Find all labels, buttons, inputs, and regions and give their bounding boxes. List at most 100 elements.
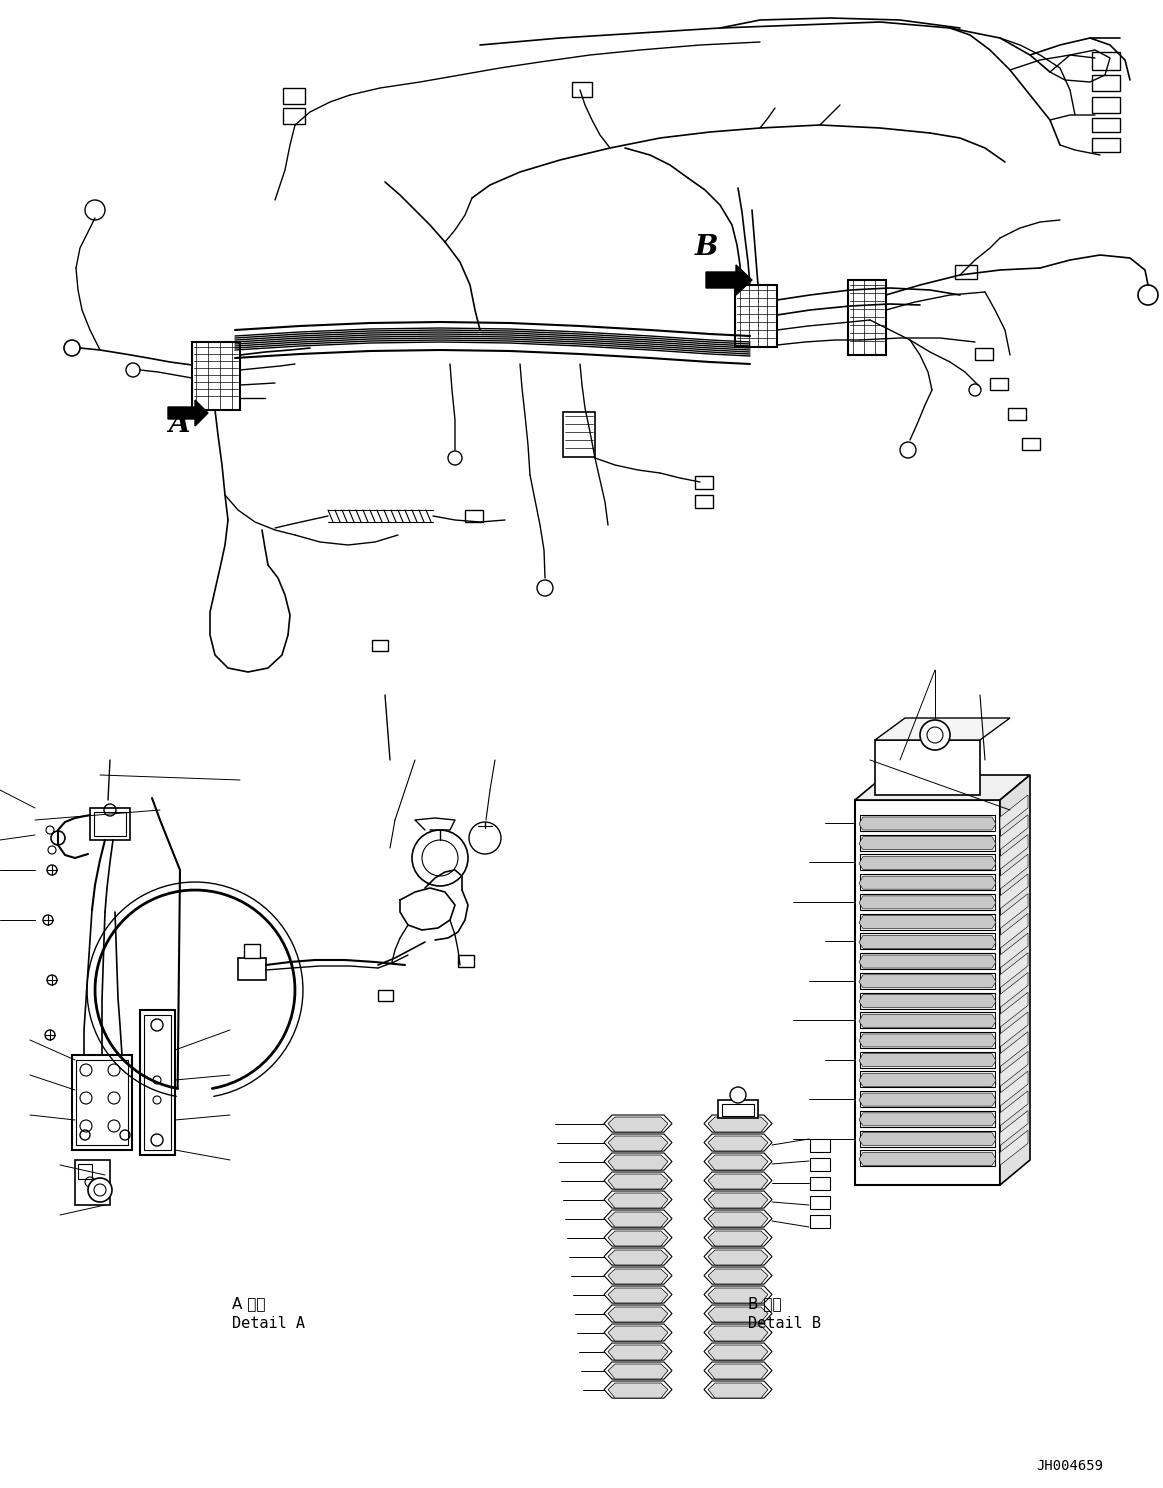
Bar [90, 808, 130, 841]
Polygon shape [1000, 854, 1028, 890]
Polygon shape [608, 1289, 668, 1303]
Bar [975, 348, 993, 360]
Text: JH004659: JH004659 [1036, 1460, 1104, 1473]
Polygon shape [859, 994, 996, 1007]
Bar [809, 1138, 830, 1152]
Polygon shape [608, 1382, 668, 1399]
Bar [572, 82, 592, 97]
Bar [859, 933, 996, 949]
Circle shape [88, 1178, 112, 1202]
Polygon shape [708, 1326, 768, 1341]
Polygon shape [859, 936, 996, 948]
Bar [859, 1033, 996, 1048]
Bar [192, 342, 240, 411]
Polygon shape [875, 719, 1009, 740]
Bar [563, 412, 595, 457]
Text: B 詳細: B 詳細 [748, 1296, 782, 1311]
Bar [990, 378, 1008, 390]
Bar [1008, 408, 1026, 420]
Polygon shape [608, 1326, 668, 1341]
Polygon shape [859, 1094, 996, 1106]
Polygon shape [1000, 1091, 1028, 1126]
Polygon shape [1000, 1071, 1028, 1106]
Polygon shape [859, 817, 996, 830]
Bar [1022, 437, 1040, 449]
Polygon shape [1000, 775, 1030, 1184]
Text: A: A [167, 411, 190, 437]
Bar [859, 992, 996, 1009]
Text: Detail A: Detail A [231, 1315, 305, 1330]
Polygon shape [608, 1135, 668, 1152]
Polygon shape [859, 1132, 996, 1146]
Bar [94, 812, 126, 836]
Polygon shape [1000, 1131, 1028, 1165]
Polygon shape [708, 1135, 768, 1152]
Polygon shape [708, 1364, 768, 1379]
Polygon shape [608, 1306, 668, 1321]
Bar [859, 873, 996, 890]
Polygon shape [859, 1054, 996, 1067]
Polygon shape [608, 1213, 668, 1228]
Polygon shape [608, 1174, 668, 1189]
Bar [72, 1055, 131, 1150]
Polygon shape [708, 1213, 768, 1228]
Bar [718, 1100, 758, 1117]
Polygon shape [1000, 1110, 1028, 1146]
Bar [695, 476, 713, 490]
Polygon shape [859, 857, 996, 869]
Polygon shape [1000, 952, 1028, 988]
Bar [859, 1131, 996, 1147]
Polygon shape [708, 1174, 768, 1189]
Polygon shape [608, 1231, 668, 1245]
Circle shape [730, 1088, 745, 1103]
Bar [859, 1052, 996, 1068]
Bar [859, 1150, 996, 1167]
Text: B: B [695, 234, 719, 260]
Polygon shape [1000, 914, 1028, 948]
Bar [372, 640, 388, 652]
Polygon shape [1000, 815, 1028, 850]
Bar [809, 1158, 830, 1171]
Bar [722, 1104, 754, 1116]
Polygon shape [708, 1306, 768, 1321]
Polygon shape [859, 1152, 996, 1165]
Bar [875, 740, 980, 795]
Polygon shape [708, 1231, 768, 1245]
Circle shape [469, 821, 501, 854]
Bar [859, 914, 996, 930]
Bar [1092, 97, 1120, 113]
Polygon shape [859, 1113, 996, 1126]
Bar [283, 109, 305, 124]
Bar [859, 894, 996, 909]
Bar [859, 1091, 996, 1107]
Polygon shape [708, 1155, 768, 1170]
Bar [955, 265, 977, 280]
Polygon shape [167, 400, 208, 426]
Polygon shape [1000, 1012, 1028, 1048]
Circle shape [920, 720, 950, 750]
Polygon shape [706, 265, 752, 295]
Polygon shape [1000, 795, 1028, 830]
Polygon shape [708, 1250, 768, 1265]
Polygon shape [708, 1382, 768, 1399]
Circle shape [412, 830, 468, 885]
Text: Detail B: Detail B [748, 1315, 821, 1330]
Bar [378, 990, 393, 1001]
Bar [855, 801, 1000, 1184]
Polygon shape [1000, 1052, 1028, 1086]
Polygon shape [608, 1250, 668, 1265]
Bar [809, 1216, 830, 1228]
Bar [859, 1012, 996, 1028]
Polygon shape [859, 955, 996, 969]
Polygon shape [708, 1117, 768, 1132]
Bar [283, 88, 305, 104]
Bar [859, 1112, 996, 1126]
Bar [848, 280, 886, 356]
Polygon shape [859, 896, 996, 909]
Bar [859, 1071, 996, 1088]
Polygon shape [855, 775, 1030, 801]
Bar [1092, 118, 1120, 132]
Polygon shape [859, 876, 996, 890]
Polygon shape [608, 1364, 668, 1379]
Bar [238, 958, 266, 981]
